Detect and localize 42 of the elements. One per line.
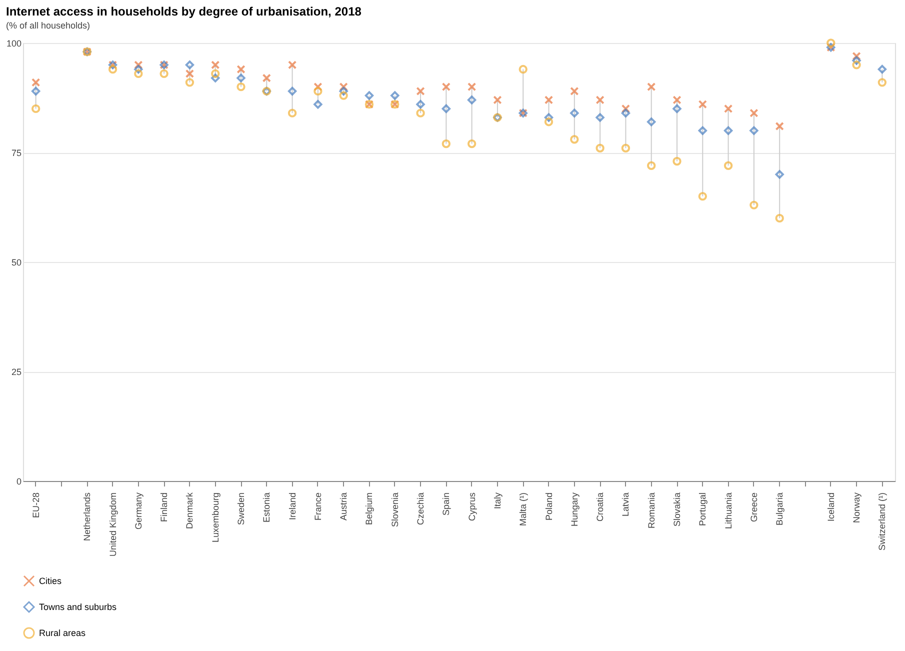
x-tick-label: Sweden — [236, 492, 246, 526]
x-tick-label: Belgium — [364, 492, 374, 526]
x-tick-label: Hungary — [569, 492, 580, 527]
x-tick-label: Norway — [852, 492, 862, 524]
x-tick-label: Italy — [492, 492, 502, 510]
x-tick-label: EU-28 — [30, 492, 41, 518]
x-tick-label: Finland — [159, 492, 170, 522]
x-tick-label: Denmark — [184, 492, 195, 530]
y-tick-label: 25 — [11, 367, 22, 377]
x-tick-label: Poland — [544, 492, 554, 521]
x-tick-label: Malta (¹) — [518, 492, 528, 526]
x-tick-label: Slovakia — [672, 492, 682, 527]
x-tick-label: Slovenia — [390, 492, 400, 528]
legend-label: Towns and suburbs — [39, 602, 118, 612]
x-tick-label: Czechia — [416, 492, 426, 526]
x-tick-label: Spain — [441, 492, 452, 516]
x-tick-label: Estonia — [262, 492, 272, 523]
x-tick-label: Germany — [133, 492, 144, 530]
y-tick-label: 0 — [16, 476, 22, 486]
x-tick-label: Cyprus — [466, 492, 477, 522]
x-tick-label: Bulgaria — [774, 492, 785, 526]
y-tick-label: 100 — [6, 38, 22, 48]
x-tick-label: Netherlands — [82, 492, 92, 542]
x-tick-label: Lithuania — [723, 492, 734, 530]
x-tick-label: Austria — [338, 492, 349, 521]
x-tick-label: Switzerland (¹) — [877, 492, 888, 551]
chart-title: Internet access in households by degree of urbanisation, 2018 — [6, 4, 362, 19]
legend-label: Rural areas — [39, 628, 86, 638]
x-tick-label: Latvia — [620, 492, 631, 517]
x-tick-label: Iceland — [826, 492, 836, 522]
y-tick-label: 75 — [11, 148, 22, 158]
x-tick-label: Croatia — [595, 492, 606, 522]
chart-subtitle: (% of all households) — [6, 20, 90, 31]
y-tick-label: 50 — [11, 258, 22, 268]
x-tick-label: France — [312, 492, 323, 521]
x-tick-label: Portugal — [698, 492, 708, 526]
legend-label: Cities — [39, 576, 62, 586]
x-tick-label: Greece — [748, 492, 759, 522]
x-tick-label: Romania — [646, 492, 656, 529]
x-tick-label: United Kingdom — [108, 492, 118, 557]
x-tick-label: Ireland — [287, 492, 298, 520]
x-tick-label: Luxembourg — [210, 492, 220, 543]
